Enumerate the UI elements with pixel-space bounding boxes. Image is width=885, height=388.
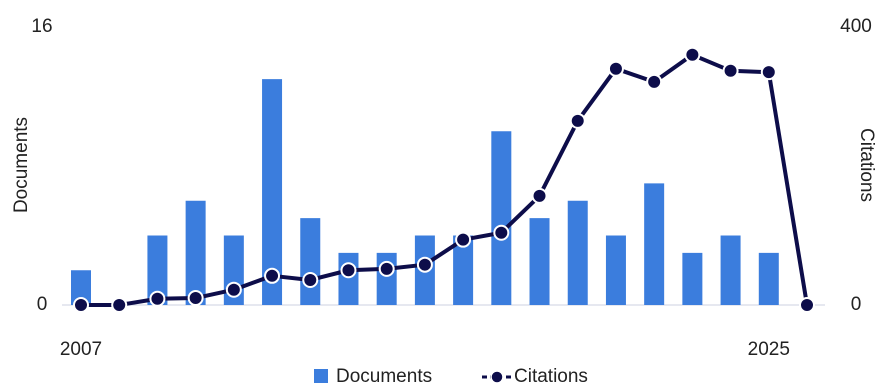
legend-label: Documents [336, 366, 432, 387]
bar [185, 200, 206, 305]
line-point [531, 187, 548, 204]
y2-tick-label: 0 [851, 294, 862, 315]
line-point [149, 290, 166, 307]
line-point [416, 256, 433, 273]
x-tick-label: 2007 [60, 339, 102, 360]
bar [567, 200, 588, 305]
bar [682, 252, 703, 305]
line-point [569, 112, 586, 129]
line-point [73, 297, 89, 313]
line-point [187, 290, 204, 307]
bar [720, 235, 741, 305]
bar [376, 252, 397, 305]
bar [147, 235, 168, 305]
line-point [722, 62, 739, 79]
bar [644, 183, 665, 305]
line-point [760, 64, 777, 81]
legend-swatch [314, 369, 328, 383]
y-axis-label: Documents [11, 117, 32, 213]
y2-axis-label: Citations [856, 128, 877, 202]
bar [758, 252, 779, 305]
y-tick-label: 16 [31, 16, 52, 37]
line-point [264, 267, 281, 284]
bar [300, 218, 321, 305]
bar [605, 235, 626, 305]
bar [453, 235, 474, 305]
line-point [340, 262, 357, 279]
line-point [684, 46, 701, 63]
bar [529, 218, 550, 305]
bar [71, 270, 91, 305]
line-point [111, 297, 128, 313]
line-point [455, 231, 472, 248]
y-tick-label: 0 [37, 294, 48, 315]
y2-tick-label: 400 [840, 16, 872, 37]
line-point [378, 260, 395, 277]
bar [262, 79, 283, 305]
line-point [225, 281, 242, 298]
line-point [493, 224, 510, 241]
legend-swatch [490, 370, 504, 384]
line-point [799, 297, 815, 313]
line-point [646, 73, 663, 90]
x-tick-label: 2025 [748, 339, 790, 360]
bar [491, 131, 512, 305]
line-point [302, 271, 319, 288]
legend-label: Citations [514, 366, 588, 387]
line-point [607, 60, 624, 77]
bar [338, 252, 359, 305]
